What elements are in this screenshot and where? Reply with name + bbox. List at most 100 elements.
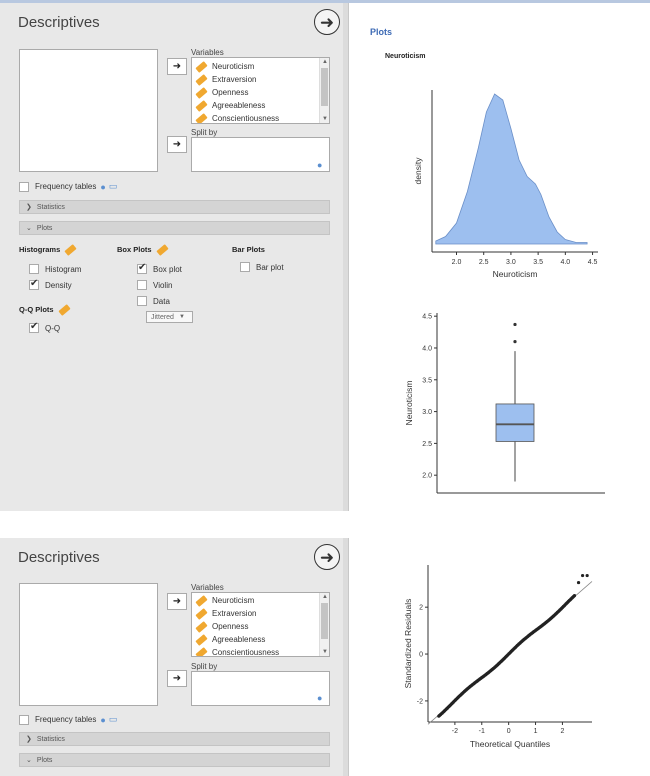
- list-item[interactable]: Extraversion: [195, 73, 256, 86]
- bar-chart-icon: ▭: [108, 714, 118, 724]
- scroll-up-icon[interactable]: ▲: [322, 59, 328, 65]
- ruler-icon: [195, 112, 208, 123]
- x-tick-label: -2: [452, 728, 458, 735]
- bar-plot-checkbox[interactable]: Bar plot: [240, 262, 284, 272]
- x-tick-label: 1: [534, 728, 538, 735]
- nominal-ordinal-type-icon: ●: [100, 181, 106, 192]
- x-tick-label: -1: [479, 728, 485, 735]
- scrollbar-thumb[interactable]: [321, 603, 328, 639]
- ruler-icon: [195, 73, 208, 86]
- x-tick-label: 2.5: [479, 259, 489, 266]
- variables-label: Variables: [191, 583, 224, 592]
- list-item[interactable]: Agreeableness: [195, 99, 265, 112]
- checkbox[interactable]: [29, 264, 39, 274]
- variables-scrollbar[interactable]: ▲ ▼: [319, 58, 329, 123]
- split-by-list[interactable]: [191, 671, 330, 706]
- outlier-point: [513, 322, 517, 327]
- violin-checkbox[interactable]: Violin: [137, 280, 172, 290]
- nominal-ordinal-type-icon: ●: [317, 160, 323, 170]
- panel-scroll-edge[interactable]: [343, 538, 349, 776]
- variables-list[interactable]: Neuroticism Extraversion Openness Agreea…: [191, 592, 330, 657]
- qq-checkbox[interactable]: Q-Q: [29, 321, 60, 333]
- list-item[interactable]: Conscientiousness: [195, 112, 279, 123]
- ruler-icon: [195, 86, 208, 99]
- checkbox[interactable]: [137, 280, 147, 290]
- list-item[interactable]: Conscientiousness: [195, 646, 279, 656]
- plots-section-header[interactable]: ⌄ Plots: [19, 221, 330, 235]
- panel-scroll-edge[interactable]: [343, 3, 349, 511]
- available-variables-list[interactable]: [19, 49, 158, 172]
- move-to-split-by-button[interactable]: ➜: [167, 136, 187, 153]
- data-mode-select[interactable]: Jittered ▼: [146, 311, 193, 323]
- checkbox[interactable]: [240, 262, 250, 272]
- ruler-icon: [155, 243, 169, 256]
- chevron-right-icon: ❯: [26, 204, 32, 211]
- ruler-icon: [195, 646, 208, 656]
- results-variable-heading: Neuroticism: [385, 53, 426, 60]
- x-tick-label: 0: [507, 728, 511, 735]
- scroll-up-icon[interactable]: ▲: [322, 594, 328, 600]
- variables-list[interactable]: Neuroticism Extraversion Openness Agreea…: [191, 57, 330, 124]
- list-item[interactable]: Extraversion: [195, 607, 256, 620]
- y-tick-label: 0: [419, 652, 423, 659]
- arrow-right-circle-icon[interactable]: ➜: [314, 544, 340, 570]
- y-tick-label: 3.0: [422, 409, 432, 416]
- bar-plots-heading: Bar Plots: [232, 245, 265, 254]
- analysis-title: Descriptives: [18, 549, 100, 566]
- box-plot-checkbox[interactable]: Box plot: [137, 262, 182, 274]
- move-to-split-by-button[interactable]: ➜: [167, 670, 187, 687]
- data-checkbox[interactable]: Data: [137, 296, 170, 306]
- density-checkbox[interactable]: Density: [29, 278, 72, 290]
- checkbox[interactable]: [19, 181, 29, 192]
- y-tick-label: -2: [417, 698, 423, 705]
- frequency-tables-checkbox[interactable]: Frequency tables ● ▭: [19, 181, 117, 192]
- checkbox[interactable]: [137, 262, 147, 274]
- list-item[interactable]: Neuroticism: [195, 594, 254, 607]
- statistics-section-header[interactable]: ❯ Statistics: [19, 200, 330, 214]
- variables-scrollbar[interactable]: ▲ ▼: [319, 593, 329, 656]
- scroll-down-icon[interactable]: ▼: [322, 116, 328, 122]
- arrow-right-circle-icon[interactable]: ➜: [314, 9, 340, 35]
- checkbox[interactable]: [29, 278, 39, 290]
- split-by-list[interactable]: [191, 137, 330, 172]
- density-area: [435, 93, 588, 245]
- qq-point: [576, 580, 581, 585]
- x-tick-label: 2: [560, 728, 564, 735]
- list-item[interactable]: Agreeableness: [195, 633, 265, 646]
- bar-chart-icon: ▭: [108, 181, 118, 191]
- checkbox[interactable]: [19, 714, 29, 725]
- checkbox[interactable]: [137, 296, 147, 306]
- ruler-icon: [195, 620, 208, 633]
- nominal-ordinal-type-icon: ●: [317, 693, 323, 703]
- checkbox[interactable]: [29, 321, 39, 333]
- frequency-tables-checkbox[interactable]: Frequency tables ● ▭: [19, 714, 117, 725]
- histograms-heading: Histograms: [19, 243, 77, 256]
- y-tick-label: 4.0: [422, 345, 432, 352]
- statistics-section-header[interactable]: ❯ Statistics: [19, 732, 330, 746]
- list-item[interactable]: Openness: [195, 86, 248, 99]
- qq-point: [572, 594, 577, 598]
- outlier-point: [513, 340, 517, 344]
- ruler-icon: [64, 243, 77, 256]
- move-to-variables-button[interactable]: ➜: [167, 58, 187, 75]
- histogram-checkbox[interactable]: Histogram: [29, 264, 81, 274]
- ruler-icon: [195, 60, 208, 73]
- chevron-down-icon: ▼: [178, 314, 185, 320]
- qq-plots-heading: Q-Q Plots: [19, 303, 71, 316]
- density-plot: 2.0 2.5 3.0 3.5 4.0 4.5 Neuroticism density: [413, 90, 598, 279]
- chevron-down-icon: ⌄: [26, 225, 32, 232]
- split-by-label: Split by: [191, 662, 218, 671]
- list-item[interactable]: Openness: [195, 620, 248, 633]
- analysis-title: Descriptives: [18, 14, 100, 31]
- ruler-icon: [195, 99, 208, 112]
- move-to-variables-button[interactable]: ➜: [167, 593, 187, 610]
- y-tick-label: 2.5: [422, 441, 432, 448]
- x-tick-label: 4.0: [560, 259, 570, 266]
- available-variables-list[interactable]: [19, 583, 158, 706]
- list-item[interactable]: Neuroticism: [195, 60, 254, 73]
- x-tick-label: 3.5: [533, 259, 543, 266]
- variables-label: Variables: [191, 48, 224, 57]
- scroll-down-icon[interactable]: ▼: [322, 649, 328, 655]
- scrollbar-thumb[interactable]: [321, 68, 328, 106]
- plots-section-header[interactable]: ⌄ Plots: [19, 753, 330, 767]
